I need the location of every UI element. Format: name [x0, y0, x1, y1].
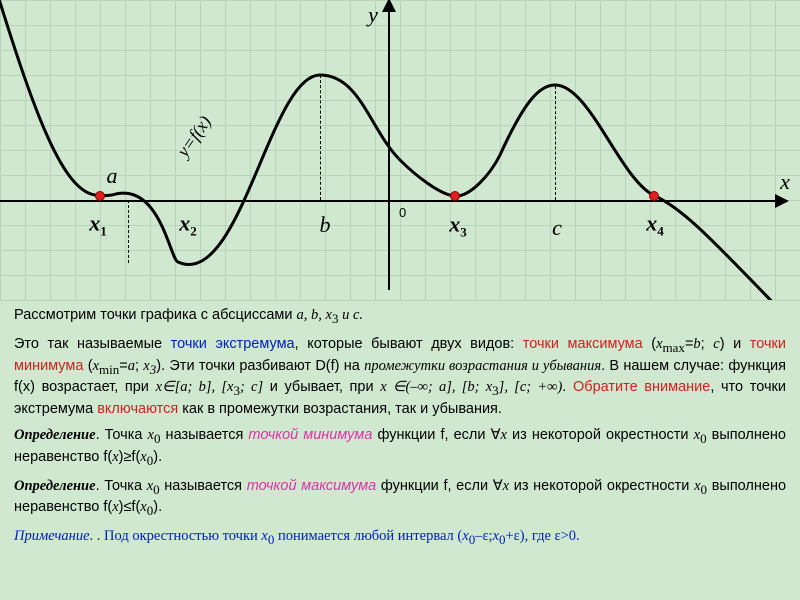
y-axis-label: y: [368, 2, 378, 28]
p2-red1: точки максимума: [523, 336, 643, 352]
point-a: [95, 191, 105, 201]
function-curve: [0, 0, 800, 300]
p2-i1: промежутки возрастания и убывания: [364, 358, 601, 374]
p1-text: Рассмотрим точки графика с абсциссами: [14, 307, 297, 323]
p5-x0-3: x0: [493, 528, 506, 544]
p2-red3: Обратите внимание: [573, 379, 710, 395]
paragraph-3: Определение. Точка x0 называется точкой …: [14, 426, 786, 470]
p3h: ).: [153, 449, 162, 465]
p4-x0-1: x0: [147, 478, 160, 494]
p2-xmax-wrap: (xmax=b; c) и: [643, 336, 750, 352]
dash-line: [555, 86, 556, 200]
p2-interval2: x ∈(–∞; a], [b; x3], [c; +∞): [380, 379, 562, 395]
p2b: , которые бывают двух видов:: [295, 336, 523, 352]
graph-area: ax1x2bx3cx4 y x 0 y=f(x): [0, 0, 800, 300]
p5-dot: .: [90, 528, 97, 544]
p5a: Примечание: [14, 528, 90, 544]
p2k: как в промежутки возрастания, так и убыв…: [178, 401, 502, 417]
p5-x0-2: x0: [462, 528, 475, 544]
p3g: )≥f(: [119, 449, 141, 465]
p4-fx0: x0: [140, 499, 153, 515]
label-x2: x2: [179, 210, 197, 239]
p2h: и убывает, при: [263, 379, 380, 395]
p4e: из некоторой окрестности: [509, 478, 694, 494]
p3-x0-1: x0: [148, 427, 161, 443]
paragraph-2: Это так называемые точки экстремума, кот…: [14, 335, 786, 419]
label-x4: x4: [646, 210, 664, 239]
p3e: из некоторой окрестности: [507, 427, 694, 443]
p3b: . Точка: [96, 427, 148, 443]
p4b: . Точка: [96, 478, 147, 494]
paragraph-1: Рассмотрим точки графика с абсциссами a,…: [14, 306, 786, 328]
p3d: функции f, если ∀: [372, 427, 500, 443]
label-b: b: [320, 212, 331, 238]
label-x3: x3: [449, 211, 467, 240]
p4h: ).: [153, 499, 162, 515]
p3-x0-2: x0: [694, 427, 707, 443]
text-body: Рассмотрим точки графика с абсциссами a,…: [0, 300, 800, 549]
x-axis-label: x: [780, 169, 790, 195]
p3-def: Определение: [14, 427, 96, 443]
p5c: понимается любой интервал (: [274, 528, 462, 544]
p5d: –ε;: [475, 528, 492, 544]
paragraph-4: Определение. Точка x0 называется точкой …: [14, 477, 786, 521]
dash-line: [320, 75, 321, 200]
p5b: . Под окрестностью точки: [97, 528, 262, 544]
p4-pink: точкой максимума: [247, 478, 377, 494]
p2-interval1: x∈[a; b], [x3; c]: [156, 379, 264, 395]
label-c: c: [552, 215, 562, 241]
label-x1: x1: [89, 210, 107, 239]
point-x3: [450, 191, 460, 201]
p4-def: Определение: [14, 478, 96, 494]
p2-red4: включаются: [97, 401, 178, 417]
origin-label: 0: [399, 205, 406, 220]
p4f2: )≤f(: [119, 499, 141, 515]
p5e: +ε), где ε>0.: [506, 528, 580, 544]
point-x4: [649, 191, 659, 201]
p2i: .: [562, 379, 573, 395]
dash-line: [128, 200, 129, 263]
p2a: Это так называемые: [14, 336, 171, 352]
p1-vars: a, b, x3 и c.: [297, 307, 364, 323]
p2-xmin-wrap: (xmin=a; x3). Эти точки разбивают D(f) н…: [83, 358, 364, 374]
paragraph-5: Примечание. . Под окрестностью точки x0 …: [14, 527, 786, 549]
p3c: называется: [160, 427, 248, 443]
p2-blue1: точки экстремума: [171, 336, 295, 352]
p4d: функции f, если ∀: [376, 478, 502, 494]
p3-fx0: x0: [140, 449, 153, 465]
p4-x0-2: x0: [694, 478, 707, 494]
p5-x0-1: x0: [261, 528, 274, 544]
p3-pink: точкой минимума: [248, 427, 372, 443]
label-a: a: [107, 163, 118, 189]
p4c: называется: [160, 478, 247, 494]
